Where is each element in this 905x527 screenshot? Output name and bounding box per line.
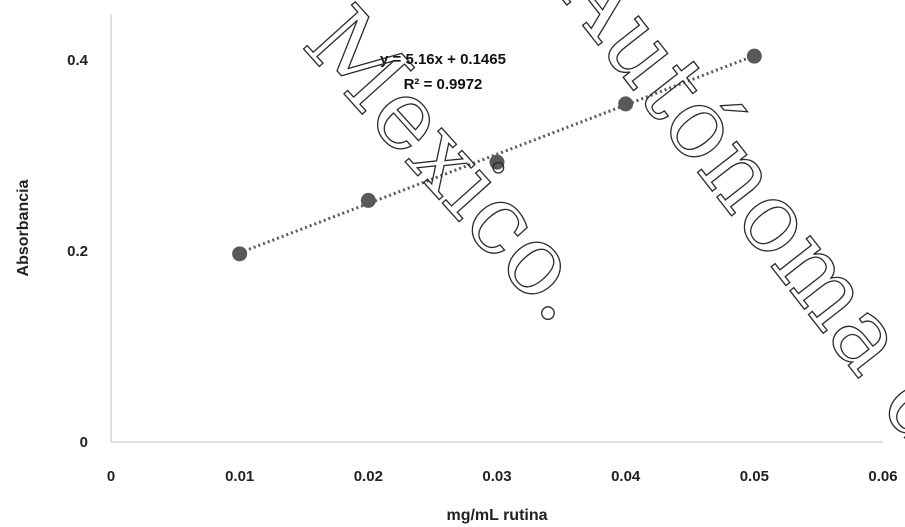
trendline — [239, 54, 755, 255]
data-point — [360, 192, 376, 208]
x-tick-labels: 0 0.01 0.02 0.03 0.04 0.05 0.06 — [107, 468, 898, 485]
y-tick-labels: 0 0.2 0.4 — [67, 52, 89, 451]
x-tick-label: 0.04 — [611, 468, 641, 485]
trendline-equation: y = 5.16x + 0.1465 — [380, 51, 506, 68]
data-point — [232, 246, 248, 262]
x-axis-title: mg/mL rutina — [446, 507, 547, 524]
y-tick-label: 0 — [80, 434, 88, 451]
y-axis-title: Absorbancia — [15, 179, 32, 276]
x-tick-label: 0 — [107, 468, 115, 485]
x-tick-label: 0.05 — [740, 468, 769, 485]
y-tick-label: 0.4 — [67, 52, 89, 69]
y-tick-label: 0.2 — [67, 243, 88, 260]
data-points — [232, 48, 762, 262]
trendline-r-squared: R² = 0.9972 — [404, 76, 483, 93]
x-tick-label: 0.06 — [868, 468, 897, 485]
x-tick-label: 0.03 — [482, 468, 511, 485]
data-point — [746, 48, 762, 64]
data-point — [489, 154, 505, 170]
data-point — [618, 96, 634, 112]
x-tick-label: 0.01 — [225, 468, 254, 485]
x-tick-label: 0.02 — [354, 468, 383, 485]
